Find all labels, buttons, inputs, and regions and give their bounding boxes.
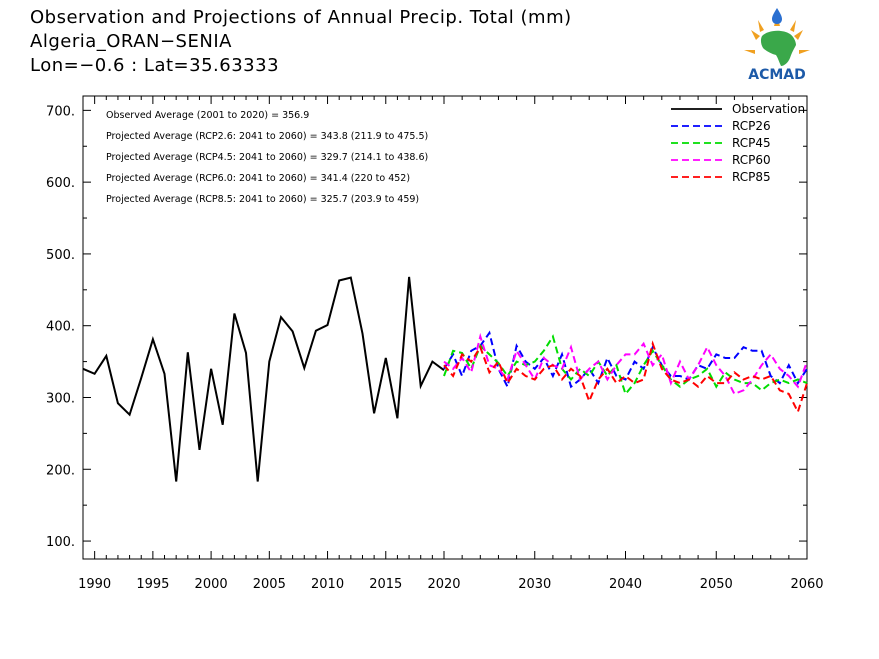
stats-annotations: Observed Average (2001 to 2020) = 356.9 P… (106, 110, 428, 205)
legend-label-rcp26: RCP26 (732, 119, 771, 133)
y-tick-label: 500. (46, 248, 75, 263)
x-tick-label: 1990 (78, 577, 111, 592)
station-name: Algeria_ORAN−SENIA (30, 31, 232, 52)
sun-rays-icon (744, 16, 810, 54)
legend-label-rcp45: RCP45 (732, 136, 771, 150)
plot-frame (82, 95, 808, 560)
x-tick-label: 1995 (136, 577, 169, 592)
y-tick-label: 700. (46, 104, 75, 119)
stat-annotation: Projected Average (RCP2.6: 2041 to 2060)… (106, 131, 428, 142)
stat-annotation: Projected Average (RCP6.0: 2041 to 2060)… (106, 173, 410, 184)
y-tick-label: 300. (46, 391, 75, 406)
x-tick-label: 2010 (311, 577, 344, 592)
x-tick-label: 2005 (253, 577, 286, 592)
y-tick-label: 200. (46, 463, 75, 478)
stat-annotation: Observed Average (2001 to 2020) = 356.9 (106, 110, 309, 121)
x-tick-label: 2030 (518, 577, 551, 592)
x-tick-label: 2050 (700, 577, 733, 592)
africa-shape-icon (760, 30, 796, 67)
series-line-observation (82, 276, 445, 482)
legend-label-rcp60: RCP60 (732, 153, 771, 167)
chart-title-block: Observation and Projections of Annual Pr… (30, 6, 572, 78)
x-tick-label: 2000 (195, 577, 228, 592)
x-tick-label: 2060 (790, 577, 823, 592)
axes: 100. 200. 300. 400. 500. 600. 700. 1990 1995 2000… (46, 96, 824, 592)
series-line-rcp85 (443, 340, 808, 415)
legend-label-rcp85: RCP85 (732, 170, 771, 184)
y-tick-label: 400. (46, 320, 75, 335)
x-tick-label: 2040 (609, 577, 642, 592)
series-line-rcp45 (443, 334, 808, 396)
x-tick-label: 2015 (369, 577, 402, 592)
series-line-rcp26 (443, 330, 808, 390)
logo-text: ACMAD (748, 67, 806, 83)
africa-map-logo-icon: ACMAD (744, 8, 810, 83)
x-tick-label: 2020 (427, 577, 460, 592)
series-lines (82, 276, 808, 482)
water-drop-icon (772, 8, 782, 24)
chart-title: Observation and Projections of Annual Pr… (30, 7, 572, 28)
y-tick-label: 600. (46, 176, 75, 191)
y-tick-label: 100. (46, 535, 75, 550)
station-coordinates: Lon=−0.6 : Lat=35.63333 (30, 55, 280, 76)
stat-annotation: Projected Average (RCP8.5: 2041 to 2060)… (106, 194, 419, 205)
stat-annotation: Projected Average (RCP4.5: 2041 to 2060)… (106, 152, 428, 163)
legend: Observation RCP26 RCP45 RCP60 RCP85 (671, 102, 805, 184)
series-line-rcp60 (443, 332, 808, 396)
legend-label-observation: Observation (732, 102, 805, 116)
